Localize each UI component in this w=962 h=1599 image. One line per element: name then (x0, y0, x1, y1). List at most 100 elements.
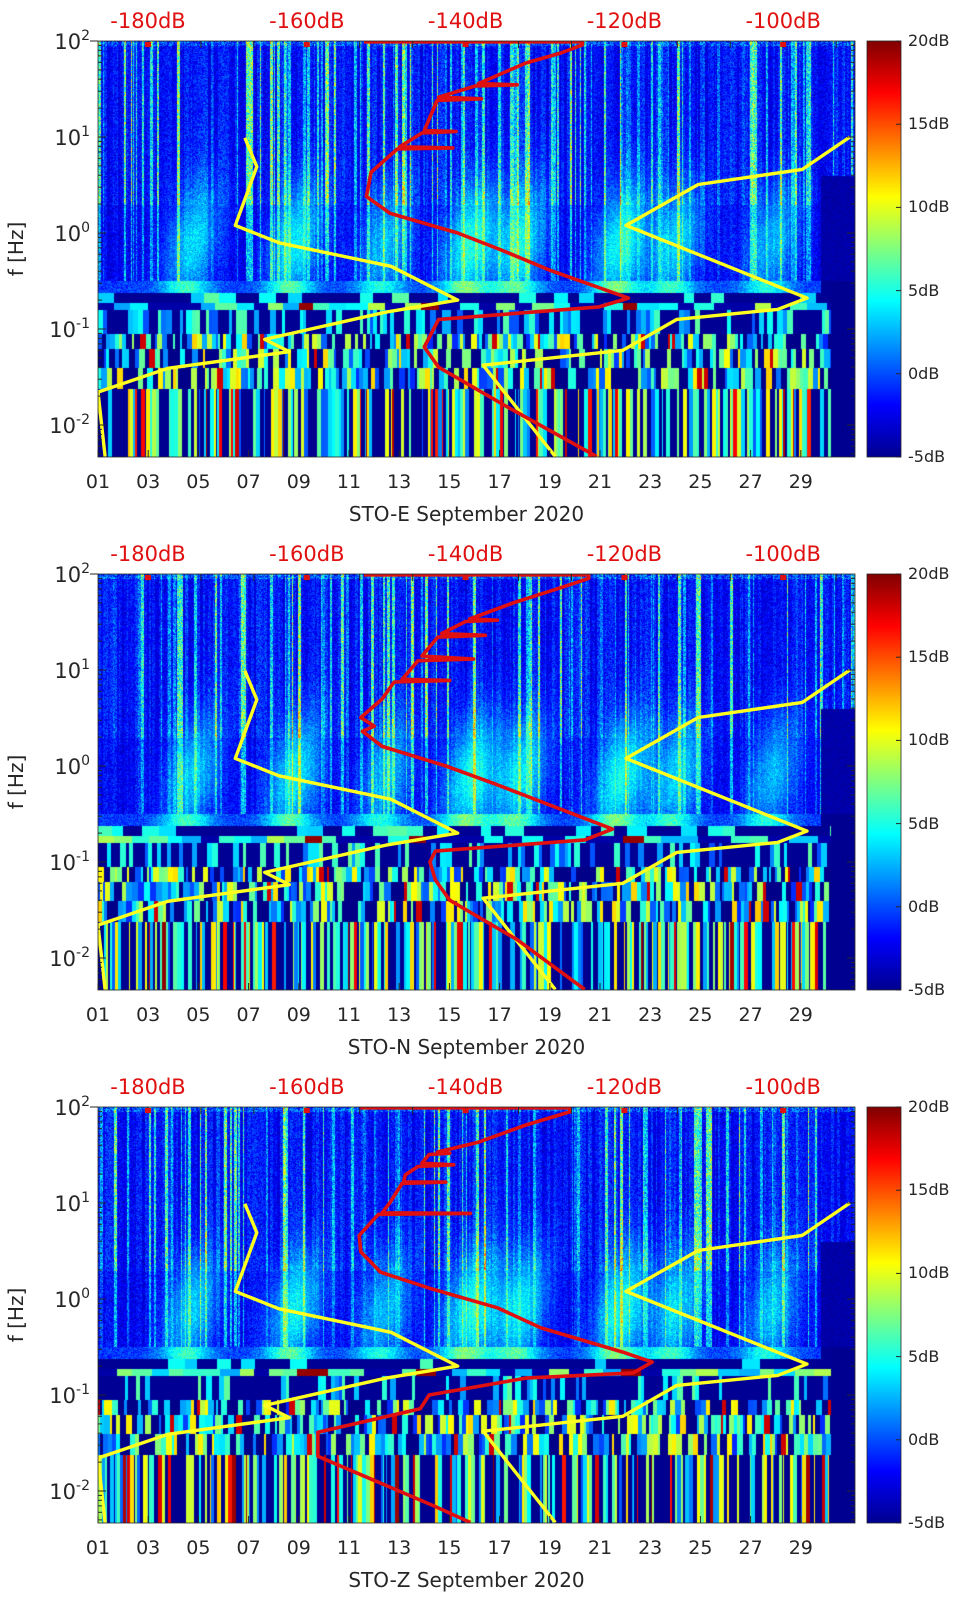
top-axis-marker (462, 1108, 469, 1113)
x-tick-label: 29 (788, 1537, 813, 1559)
x-tick-label: 13 (387, 1537, 412, 1559)
low-model-line (98, 1203, 460, 1523)
y-tick-label: 101 (54, 1191, 90, 1215)
y-tick-exponent: -1 (76, 849, 90, 865)
x-tick-label: 03 (136, 471, 161, 493)
x-tick-label: 09 (286, 1537, 311, 1559)
low-model-line (98, 670, 460, 990)
y-tick-base: 10 (54, 1288, 82, 1312)
y-tick-base: 10 (54, 755, 82, 779)
x-tick-label: 13 (387, 1004, 412, 1026)
y-tick-exponent: 2 (81, 561, 90, 577)
x-tick-label: 17 (487, 1537, 512, 1559)
x-tick-label: 19 (537, 471, 562, 493)
colorbar-tick-label: 0dB (908, 896, 940, 916)
plot-frame (97, 573, 856, 991)
y-tick-base: 10 (49, 947, 77, 971)
top-axis-label: -140dB (427, 1075, 504, 1099)
y-tick-label: 100 (54, 1287, 90, 1311)
y-tick-base: 10 (54, 126, 82, 150)
y-tick-base: 10 (54, 659, 82, 683)
y-tick-label: 102 (54, 1095, 90, 1119)
high-model-line (481, 668, 851, 990)
y-tick-exponent: 2 (81, 28, 90, 44)
top-axis-marker (780, 575, 787, 580)
y-tick-label: 10-1 (49, 317, 90, 341)
y-tick-base: 10 (54, 1192, 82, 1216)
colorbar-frame (866, 40, 902, 458)
top-axis-label: -140dB (427, 9, 504, 33)
colorbar-tick-label: 20dB (908, 1097, 950, 1116)
colorbar-tick-label: 5dB (908, 280, 940, 300)
top-axis-label: -120dB (586, 1075, 663, 1099)
top-axis-label: -100dB (745, 542, 821, 566)
x-tick-label: 25 (688, 1537, 713, 1559)
x-tick-label: 25 (688, 1004, 713, 1026)
colorbar-tick-label: -5dB (908, 980, 946, 999)
y-tick-label: 10-2 (49, 946, 90, 970)
top-axis-marker (303, 1108, 310, 1113)
y-tick-label: 101 (54, 125, 90, 149)
x-tick-label: 23 (638, 1537, 663, 1559)
x-tick-label: 09 (286, 1004, 311, 1026)
colorbar-tick-label: 0dB (908, 363, 940, 383)
x-tick-label: 27 (738, 1537, 763, 1559)
colorbar-tick-label: 5dB (908, 1346, 940, 1366)
x-tick-label: 15 (437, 471, 462, 493)
top-axis-marker (462, 42, 469, 47)
y-tick-label: 10-1 (49, 1383, 90, 1407)
top-axis-marker (780, 42, 787, 47)
colorbar-tick-label: -5dB (908, 1513, 946, 1532)
colorbar (867, 1107, 901, 1523)
top-axis-marker (621, 1108, 628, 1113)
y-tick-base: 10 (54, 30, 82, 54)
colorbar-tick-label: 15dB (908, 647, 950, 667)
colorbar-tick-label: 20dB (908, 31, 950, 50)
top-axis-marker (303, 42, 310, 47)
colorbar-frame (866, 1106, 902, 1524)
x-tick-label: 01 (85, 471, 111, 493)
spectrogram-heatmap (98, 574, 855, 990)
top-axis-marker (303, 575, 310, 580)
x-tick-label: 23 (638, 471, 663, 493)
x-tick-label: 01 (85, 1004, 111, 1026)
spectrogram-heatmap (98, 1107, 855, 1523)
top-axis-label: -120dB (586, 9, 663, 33)
y-tick-exponent: 2 (81, 1094, 90, 1110)
y-tick-label: 101 (54, 658, 90, 682)
x-tick-label: 13 (387, 471, 412, 493)
y-tick-exponent: -2 (76, 945, 90, 961)
y-tick-label: 10-2 (49, 1479, 90, 1503)
median-line (316, 1107, 655, 1523)
colorbar-frame (866, 573, 902, 991)
y-tick-label: 102 (54, 562, 90, 586)
top-axis-marker (621, 42, 628, 47)
y-tick-base: 10 (54, 563, 82, 587)
y-tick-exponent: 1 (81, 1190, 90, 1206)
y-tick-base: 10 (49, 318, 77, 342)
plot-frame (97, 1106, 856, 1524)
colorbar-tick-label: 15dB (908, 114, 950, 134)
plot-frame (97, 40, 856, 458)
colorbar-tick-label: 10dB (908, 197, 950, 217)
x-tick-label: 01 (85, 1537, 111, 1559)
x-tick-label: 27 (738, 1004, 763, 1026)
x-tick-label: 25 (688, 471, 713, 493)
x-tick-label: 15 (437, 1537, 462, 1559)
x-tick-label: 19 (537, 1537, 562, 1559)
x-tick-label: 11 (336, 1537, 362, 1559)
colorbar-tick-label: 10dB (908, 1263, 950, 1283)
y-tick-exponent: -1 (76, 1382, 90, 1398)
top-axis-label: -160dB (269, 9, 345, 33)
y-tick-base: 10 (54, 222, 82, 246)
top-axis-marker (145, 42, 151, 47)
x-tick-label: 07 (236, 471, 261, 493)
y-tick-base: 10 (49, 414, 77, 438)
x-tick-label: 17 (487, 1004, 512, 1026)
x-tick-label: 07 (236, 1004, 261, 1026)
x-tick-label: 05 (186, 1004, 211, 1026)
top-axis-label: -100dB (745, 1075, 821, 1099)
top-axis-label: -180dB (110, 542, 186, 566)
top-axis-marker (621, 575, 628, 580)
